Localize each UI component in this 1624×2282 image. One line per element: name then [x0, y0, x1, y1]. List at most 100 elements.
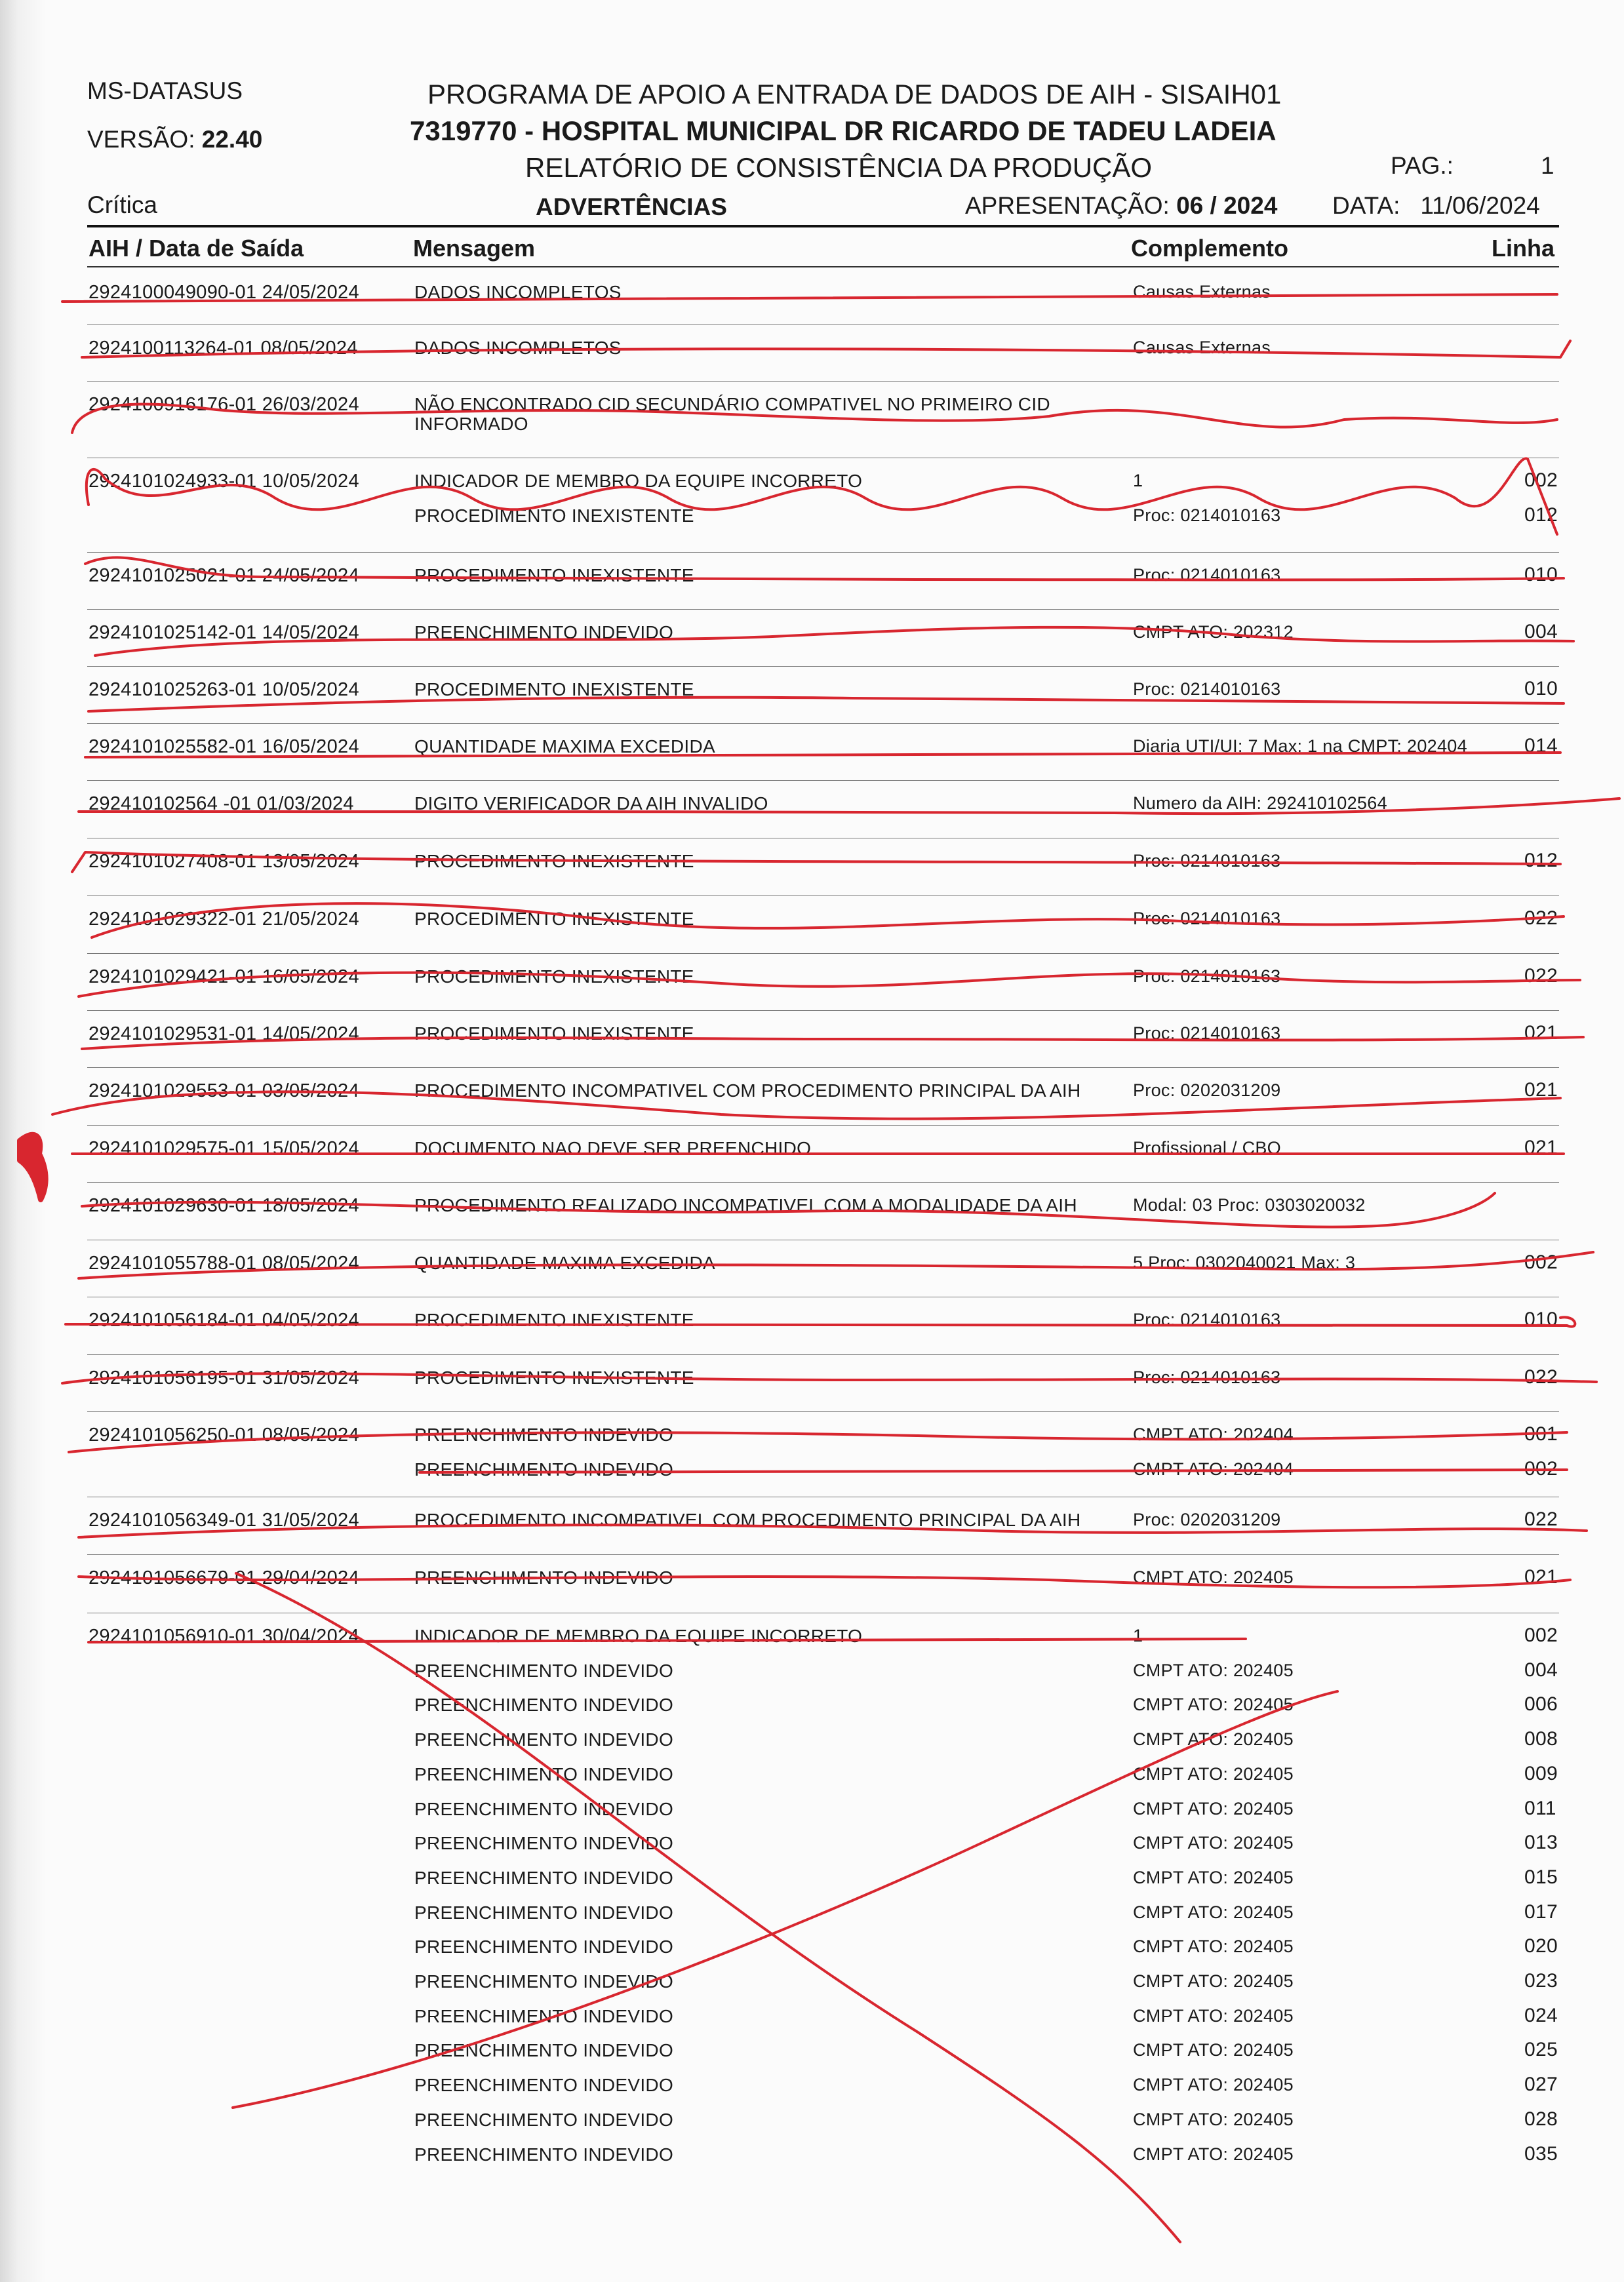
linha: 002: [1524, 469, 1558, 491]
linha: 015: [1524, 1866, 1558, 1888]
complement: Profissional / CBO: [1133, 1138, 1281, 1158]
complement: Proc: 0214010163: [1133, 679, 1281, 699]
complement: CMPT ATO: 202404: [1133, 1425, 1294, 1444]
aih-number-date: 2924101025263-01 10/05/2024: [89, 679, 359, 700]
strike-row-4: [85, 457, 1558, 536]
linha: 024: [1524, 2004, 1558, 2026]
message: PREENCHIMENTO INDEVIDO: [414, 1833, 674, 1854]
page-label: PAG.:: [1391, 152, 1454, 179]
message: INDICADOR DE MEMBRO DA EQUIPE INCORRETO: [414, 1626, 863, 1646]
message: PROCEDIMENTO INEXISTENTE: [414, 1310, 694, 1330]
message: PREENCHIMENTO INDEVIDO: [414, 1798, 674, 1819]
complement: CMPT ATO: 202405: [1133, 1937, 1294, 1957]
complement: Proc: 0214010163: [1133, 565, 1281, 585]
row-separator: [87, 1010, 1559, 1011]
message: NÃO ENCONTRADO CID SECUNDÁRIO COMPATIVEL…: [414, 394, 1050, 414]
message: PROCEDIMENTO INEXISTENTE: [414, 851, 694, 871]
linha: 022: [1524, 965, 1558, 987]
message: QUANTIDADE MAXIMA EXCEDIDA: [414, 1253, 715, 1273]
message: PREENCHIMENTO INDEVIDO: [414, 2075, 674, 2096]
complement: CMPT ATO: 202405: [1133, 1567, 1294, 1587]
message: PREENCHIMENTO INDEVIDO: [414, 1695, 674, 1716]
linha: 022: [1524, 1508, 1558, 1530]
complement: CMPT ATO: 202405: [1133, 1660, 1294, 1680]
linha: 004: [1524, 1659, 1558, 1681]
message: INFORMADO: [414, 414, 528, 434]
complement: Modal: 03 Proc: 0303020032: [1133, 1195, 1366, 1215]
linha: 011: [1524, 1797, 1556, 1819]
aih-number-date: 2924100113264-01 08/05/2024: [89, 338, 358, 359]
linha: 001: [1524, 1423, 1558, 1445]
message: PROCEDIMENTO INCOMPATIVEL COM PROCEDIMEN…: [414, 1080, 1081, 1101]
message: PREENCHIMENTO INDEVIDO: [414, 2109, 674, 2130]
linha: 021: [1524, 1137, 1558, 1158]
linha: 035: [1524, 2142, 1558, 2165]
message: PREENCHIMENTO INDEVIDO: [414, 1459, 674, 1480]
apresentacao-value: 06 / 2024: [1176, 192, 1278, 219]
linha: 021: [1524, 1566, 1558, 1588]
date-value: 11/06/2024: [1420, 192, 1540, 219]
message: PROCEDIMENTO INEXISTENTE: [414, 1023, 694, 1044]
linha: 006: [1524, 1693, 1558, 1716]
message: PREENCHIMENTO INDEVIDO: [414, 1902, 674, 1923]
complement: CMPT ATO: 202405: [1133, 2005, 1294, 2026]
complement: Proc: 0202031209: [1133, 1510, 1281, 1529]
aih-number-date: 2924101056349-01 31/05/2024: [89, 1510, 359, 1531]
linha: 012: [1524, 503, 1558, 526]
message: PREENCHIMENTO INDEVIDO: [414, 1937, 674, 1957]
aih-number-date: 2924101029630-01 18/05/2024: [89, 1195, 359, 1216]
message: DOCUMENTO NAO DEVE SER PREENCHIDO: [414, 1138, 812, 1158]
aih-number-date: 2924101025142-01 14/05/2024: [89, 622, 359, 643]
row-separator: [87, 1554, 1559, 1555]
complement: Proc: 0214010163: [1133, 1310, 1281, 1329]
complement: Proc: 0214010163: [1133, 1367, 1281, 1387]
message: PROCEDIMENTO INEXISTENTE: [414, 679, 694, 699]
apresentacao-label: APRESENTAÇÃO:: [965, 192, 1170, 219]
message: PROCEDIMENTO INEXISTENTE: [414, 966, 694, 987]
linha: 022: [1524, 907, 1558, 929]
aih-number-date: 2924101029421-01 16/05/2024: [89, 966, 359, 987]
section-title: ADVERTÊNCIAS: [536, 193, 727, 220]
message: DIGITO VERIFICADOR DA AIH INVALIDO: [414, 793, 768, 814]
message: PROCEDIMENTO INEXISTENTE: [414, 1367, 694, 1388]
report-title: RELATÓRIO DE CONSISTÊNCIA DA PRODUÇÃO: [525, 152, 1153, 183]
message: PREENCHIMENTO INDEVIDO: [414, 1763, 674, 1784]
complement: Proc: 0214010163: [1133, 966, 1281, 986]
complement: CMPT ATO: 202404: [1133, 1459, 1294, 1479]
message: PROCEDIMENTO INEXISTENTE: [414, 505, 694, 526]
row-separator: [87, 1411, 1559, 1412]
aih-number-date: 2924101027408-01 13/05/2024: [89, 851, 359, 872]
aih-number-date: 2924101056679-01 29/04/2024: [89, 1567, 359, 1588]
aih-number-date: 292410102564 -01 01/03/2024: [89, 793, 354, 814]
cross-line-a: [235, 1572, 1181, 2243]
column-header-aih: AIH / Data de Saída: [89, 235, 304, 262]
message: PREENCHIMENTO INDEVIDO: [414, 1867, 674, 1888]
complement: CMPT ATO: 202405: [1133, 1798, 1294, 1819]
row-separator: [87, 895, 1559, 896]
version-value: 22.40: [201, 126, 263, 153]
message: PREENCHIMENTO INDEVIDO: [414, 1971, 674, 1992]
apresentacao: APRESENTAÇÃO: 06 / 2024: [965, 192, 1277, 220]
row-separator: [87, 780, 1559, 781]
complement: CMPT ATO: 202405: [1133, 1695, 1294, 1715]
page-number: 1: [1541, 152, 1555, 179]
version-label: VERSÃO:: [87, 126, 195, 153]
program-title: PROGRAMA DE APOIO A ENTRADA DE DADOS DE …: [427, 79, 1282, 109]
linha: 017: [1524, 1900, 1558, 1923]
linha: 028: [1524, 2108, 1558, 2130]
aih-number-date: 2924101056195-01 31/05/2024: [89, 1367, 359, 1388]
message: PREENCHIMENTO INDEVIDO: [414, 1729, 674, 1750]
hospital-title: 7319770 - HOSPITAL MUNICIPAL DR RICARDO …: [410, 115, 1277, 146]
version: VERSÃO: 22.40: [87, 126, 262, 153]
linha: 014: [1524, 735, 1558, 757]
linha: 013: [1524, 1832, 1558, 1854]
linha: 027: [1524, 2074, 1558, 2096]
row-separator: [87, 381, 1559, 382]
complement: 1: [1133, 471, 1143, 490]
linha: 021: [1524, 1079, 1558, 1101]
message: PREENCHIMENTO INDEVIDO: [414, 1660, 674, 1681]
complement: CMPT ATO: 202405: [1133, 1729, 1294, 1750]
linha: 012: [1524, 850, 1558, 871]
aih-number-date: 2924101029575-01 15/05/2024: [89, 1138, 359, 1159]
complement: Proc: 0214010163: [1133, 851, 1281, 871]
